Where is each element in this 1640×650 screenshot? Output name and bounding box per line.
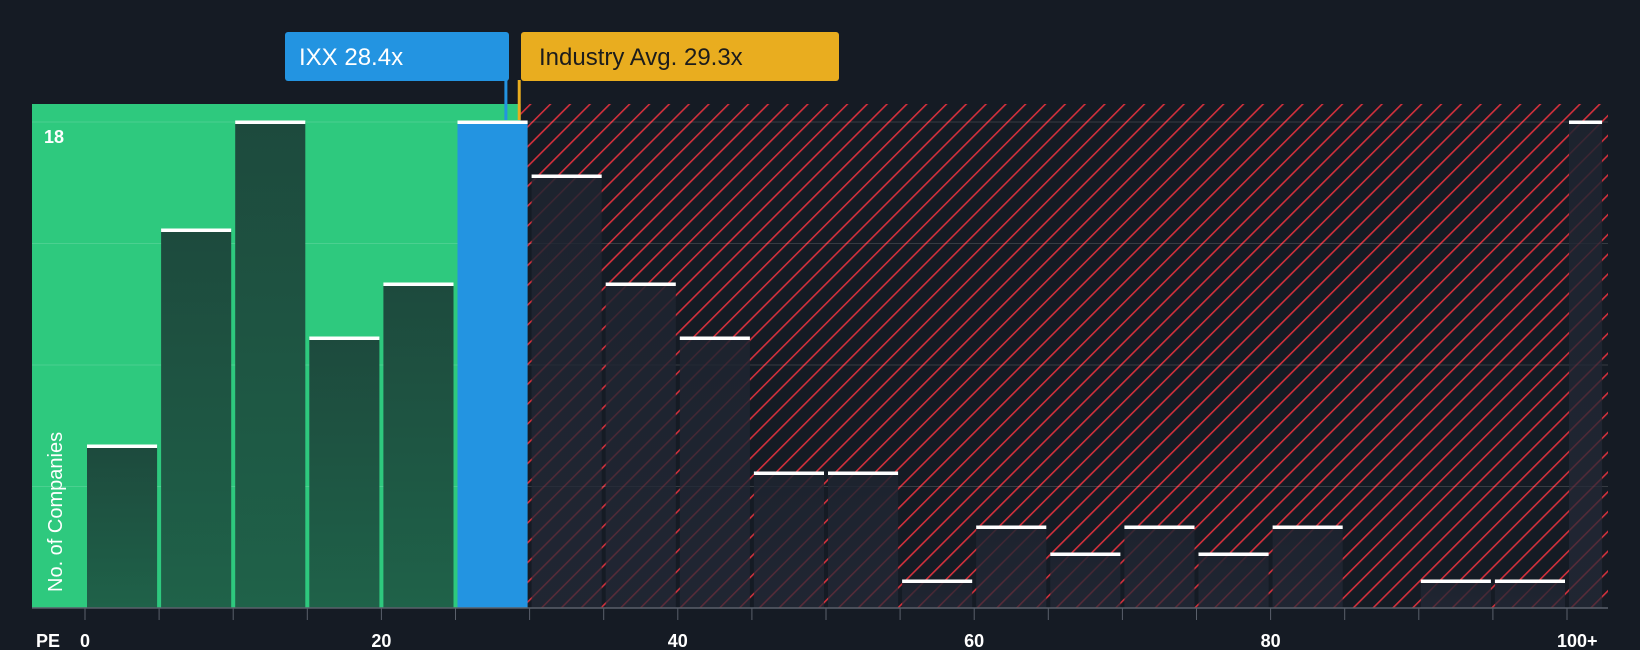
histogram-bar	[679, 338, 750, 608]
histogram-bar	[1494, 581, 1565, 608]
histogram-bar	[309, 338, 380, 608]
histogram-bar-cap	[605, 282, 676, 286]
x-tick-label: 60	[964, 631, 984, 650]
histogram-bar	[753, 473, 824, 608]
histogram-bar-cap	[1050, 552, 1121, 556]
x-tick-label: 20	[371, 631, 391, 650]
histogram-bar	[1050, 554, 1121, 608]
histogram-bar-cap	[828, 471, 899, 475]
histogram-bar-cap	[1494, 579, 1565, 583]
histogram-bar	[87, 446, 158, 608]
histogram-bar	[1198, 554, 1269, 608]
histogram-bar-cap	[902, 579, 973, 583]
histogram-bar-cap	[87, 444, 158, 448]
industry-callout-box	[521, 32, 839, 81]
histogram-bar-cap	[235, 120, 306, 124]
histogram-bar-cap	[1198, 552, 1269, 556]
histogram-bar-cap	[1420, 579, 1491, 583]
histogram-bar-cap	[457, 120, 528, 124]
x-tick-label: 0	[80, 631, 90, 650]
histogram-bar-cap	[1124, 525, 1195, 529]
histogram-bar-cap	[1569, 120, 1603, 124]
x-axis-title: PE	[36, 631, 60, 650]
histogram-bar-cap	[1272, 525, 1343, 529]
histogram-bar	[902, 581, 973, 608]
histogram-bar-cap	[531, 174, 602, 178]
histogram-bar	[383, 284, 454, 608]
x-tick-label: 80	[1261, 631, 1281, 650]
histogram-bar	[828, 473, 899, 608]
histogram-bar	[531, 176, 602, 608]
histogram-bar	[457, 122, 528, 608]
histogram-bar	[976, 527, 1047, 608]
histogram-bar	[1124, 527, 1195, 608]
histogram-bar	[1272, 527, 1343, 608]
company-callout-box	[285, 32, 509, 81]
x-tick-label: 100+	[1557, 631, 1598, 650]
histogram-bar-cap	[753, 471, 824, 475]
histogram-bar-cap	[161, 228, 232, 232]
y-tick-label: 18	[44, 127, 64, 147]
x-tick-label: 40	[668, 631, 688, 650]
histogram-bar	[605, 284, 676, 608]
histogram-bar-cap	[383, 282, 454, 286]
industry-callout-label: Industry Avg. 29.3x	[539, 44, 743, 71]
histogram-bar	[1420, 581, 1491, 608]
histogram-bar-cap	[309, 336, 380, 340]
histogram-bar-cap	[976, 525, 1047, 529]
histogram-bar	[1569, 122, 1603, 608]
histogram-bar-cap	[679, 336, 750, 340]
company-callout-label: IXX 28.4x	[299, 44, 403, 71]
histogram-bar	[235, 122, 306, 608]
histogram-bar	[161, 230, 232, 608]
y-axis-title: No. of Companies	[45, 432, 67, 592]
